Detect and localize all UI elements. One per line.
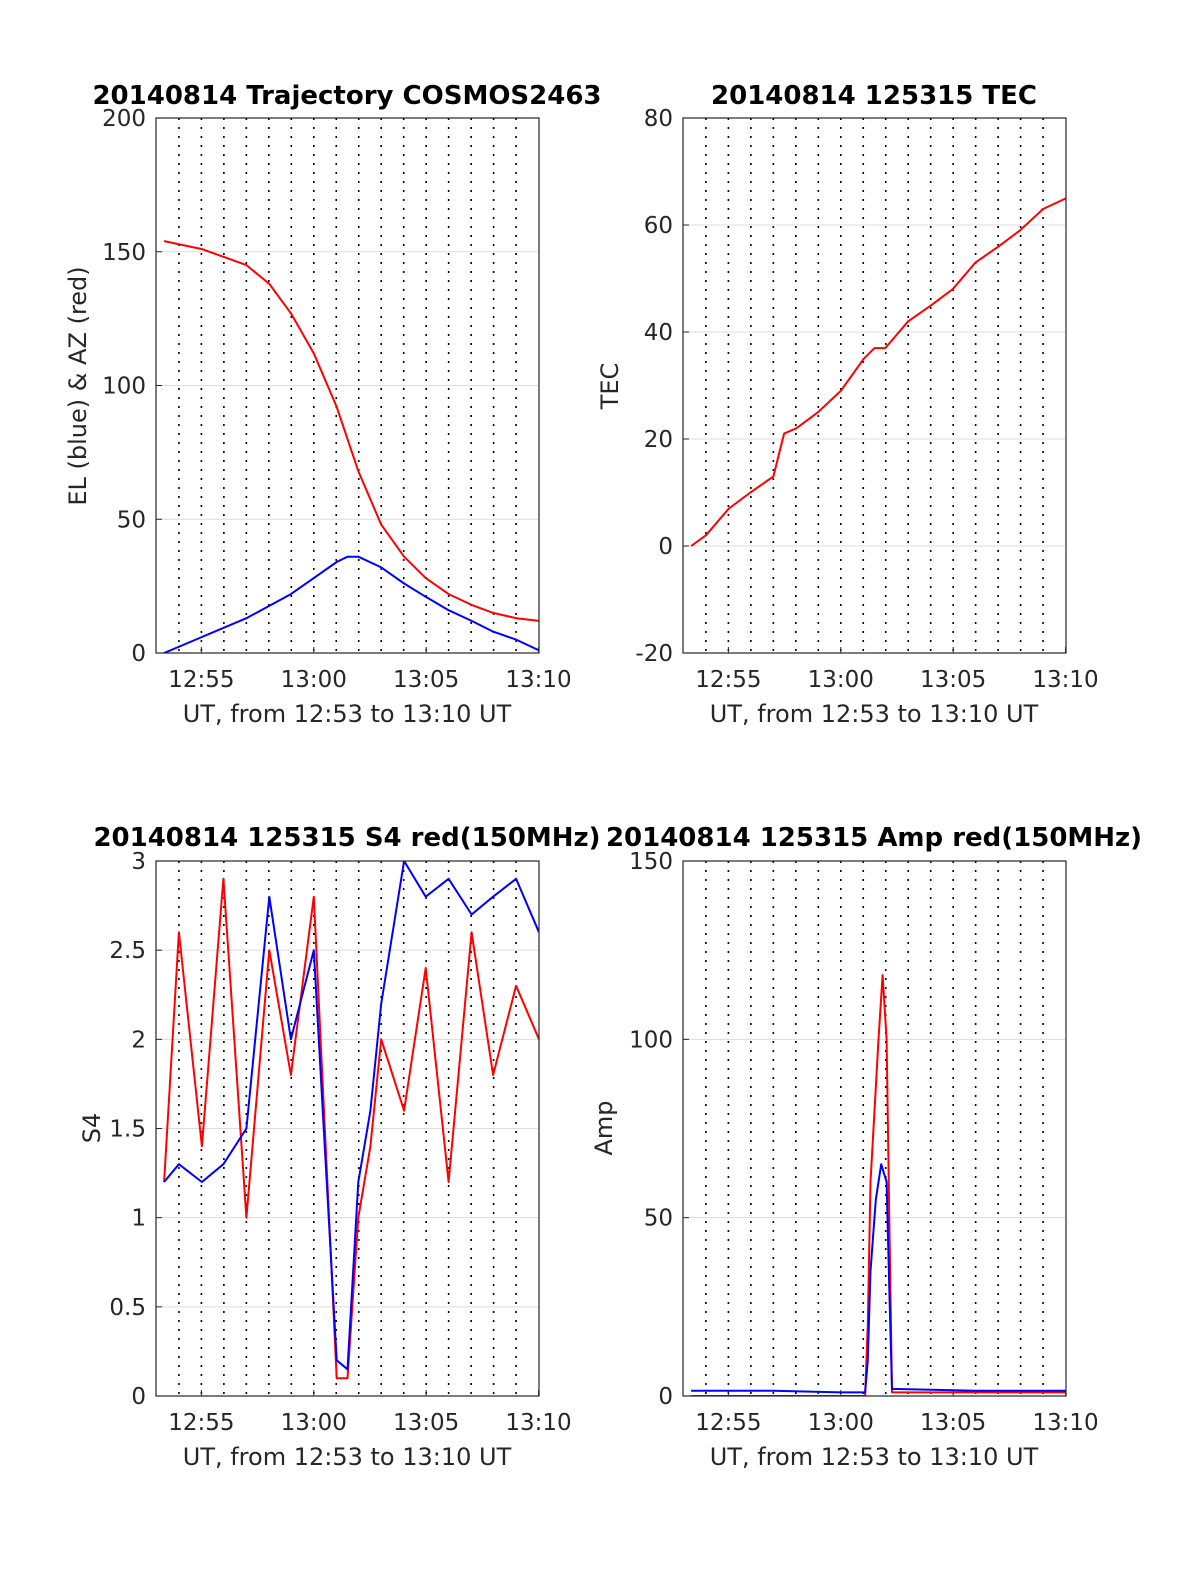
x-tick-label: 13:00 [808,667,874,693]
y-tick-label: 0 [658,534,673,560]
panel-tec: 20140814 125315 TEC UT, from 12:53 to 13… [596,81,1099,728]
y-tick-label: 2 [131,1027,146,1053]
y-tick-label: 2.5 [109,938,146,964]
plot-area-frame [682,117,1067,654]
plot-area-frame [682,860,1067,1397]
x-tick-label: 13:00 [281,667,347,693]
series-line-1 [163,555,539,653]
y-axis-label: Amp [590,1100,618,1155]
y-tick-label: 50 [644,1206,673,1232]
x-tick-label: 13:10 [505,667,571,693]
y-axis-label: TEC [596,363,624,411]
x-tick-label: 12:55 [695,667,761,693]
y-tick-label: 60 [644,213,673,239]
y-tick-label: 200 [102,106,146,132]
panel-amp: 20140814 125315 Amp red(150MHz) UT, from… [590,823,1142,1471]
x-tick-label: 13:10 [1032,667,1098,693]
x-tick-label: 13:00 [281,1410,347,1436]
panel-title: 20140814 Trajectory COSMOS2463 [92,81,601,111]
y-tick-label: 3 [131,849,146,875]
series-line-0 [690,197,1066,547]
y-tick-label: 0 [131,641,146,667]
series-line-0 [163,877,539,1380]
x-axis-label: UT, from 12:53 to 13:10 UT [710,1443,1039,1471]
y-tick-label: 0 [131,1384,146,1410]
panel-trajectory: 20140814 Trajectory COSMOS2463 UT, from … [64,81,602,728]
y-tick-label: 40 [644,320,673,346]
panel-title: 20140814 125315 TEC [711,81,1037,111]
x-tick-label: 13:05 [920,667,986,693]
x-tick-label: 13:10 [1032,1410,1098,1436]
x-tick-label: 12:55 [168,1410,234,1436]
x-tick-label: 13:05 [920,1410,986,1436]
panel-s4: 20140814 125315 S4 red(150MHz) UT, from … [78,823,601,1471]
series-line-0 [163,240,539,622]
y-tick-label: 1.5 [109,1117,146,1143]
plot-area-frame [155,117,540,654]
plot-area-frame [155,860,540,1397]
y-tick-label: -20 [635,641,673,667]
y-tick-label: 0 [658,1384,673,1410]
panel-title: 20140814 125315 S4 red(150MHz) [93,823,600,853]
x-axis-label: UT, from 12:53 to 13:10 UT [183,700,512,728]
y-tick-label: 100 [629,1027,673,1053]
y-axis-label: S4 [78,1113,106,1144]
y-tick-label: 20 [644,427,673,453]
y-tick-label: 100 [102,374,146,400]
x-tick-label: 12:55 [695,1410,761,1436]
x-tick-label: 13:10 [505,1410,571,1436]
x-axis-label: UT, from 12:53 to 13:10 UT [710,700,1039,728]
x-axis-label: UT, from 12:53 to 13:10 UT [183,1443,512,1471]
x-tick-label: 13:05 [393,667,459,693]
y-tick-label: 50 [117,507,146,533]
y-tick-label: 1 [131,1206,146,1232]
x-tick-label: 13:05 [393,1410,459,1436]
y-tick-label: 150 [629,849,673,875]
series-line-1 [691,1163,1066,1394]
series-line-0 [691,974,1066,1396]
y-tick-label: 0.5 [109,1295,146,1321]
panel-title: 20140814 125315 Amp red(150MHz) [606,823,1142,853]
y-tick-label: 150 [102,240,146,266]
series-line-1 [163,861,539,1371]
x-tick-label: 12:55 [168,667,234,693]
x-tick-label: 13:00 [808,1410,874,1436]
y-tick-label: 80 [644,106,673,132]
y-axis-label: EL (blue) & AZ (red) [64,266,92,505]
